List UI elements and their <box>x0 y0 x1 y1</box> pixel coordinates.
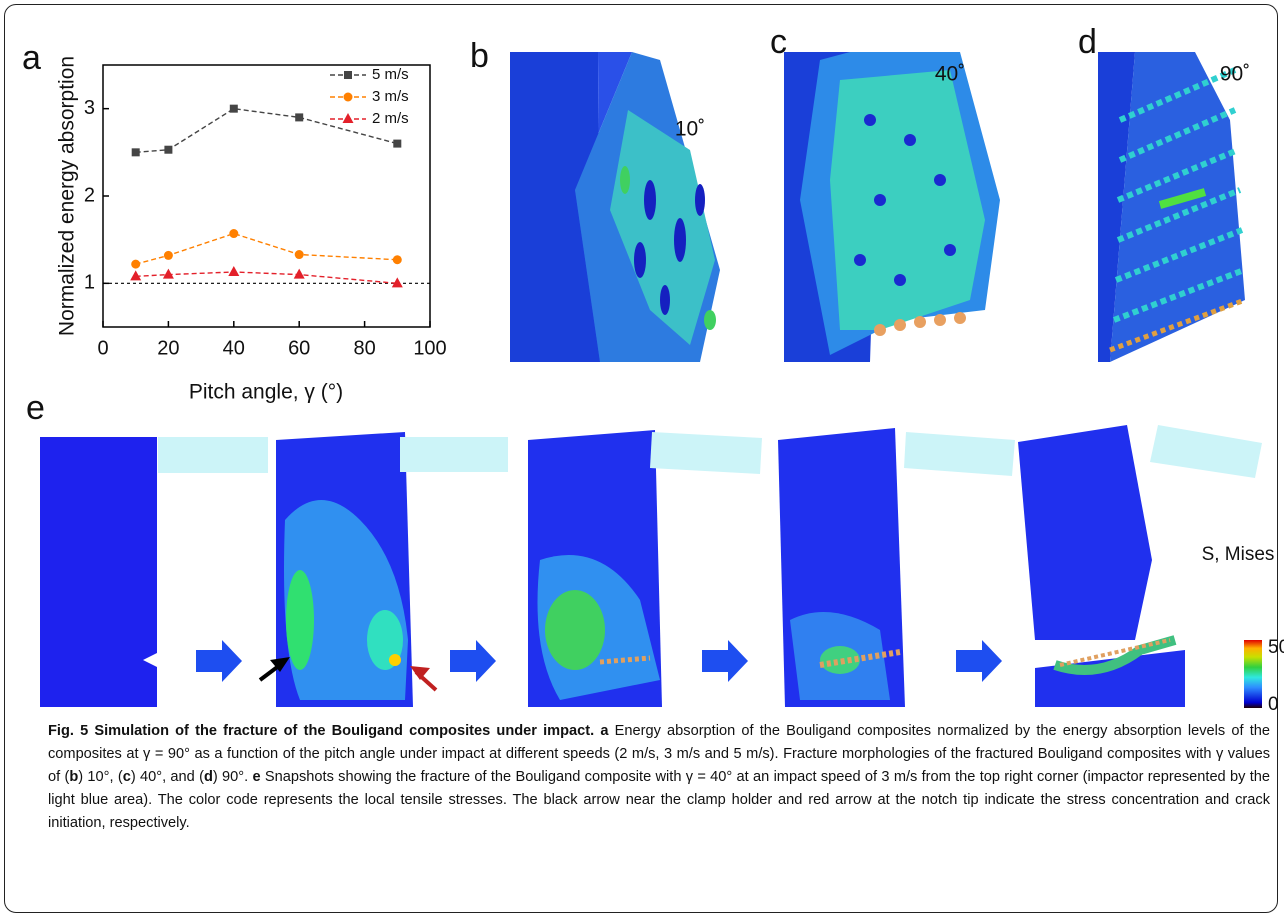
caption-segment: Fig. 5 Simulation of the fracture of the… <box>48 723 595 739</box>
x-tick-label: 0 <box>97 337 108 359</box>
panel-c-image <box>784 52 1000 362</box>
angle-label: 10˚ <box>675 118 705 141</box>
panel-e-images <box>40 425 1262 708</box>
legend-label: 5 m/s <box>372 66 409 83</box>
caption-segment: ) 10°, ( <box>78 769 123 785</box>
angle-label: 40˚ <box>935 63 965 86</box>
marker <box>392 255 402 265</box>
colorbar-max: 50 <box>1268 637 1284 658</box>
caption-segment: ) 40°, and ( <box>130 769 204 785</box>
marker <box>131 259 141 269</box>
angle-label: 90˚ <box>1220 63 1250 86</box>
x-tick-label: 60 <box>288 337 310 359</box>
legend-label: 3 m/s <box>372 88 409 105</box>
y-tick-label: 3 <box>84 97 95 119</box>
marker <box>130 270 142 281</box>
caption-segment: c <box>122 769 131 785</box>
series-line <box>135 271 398 285</box>
panel-d-image <box>1098 52 1246 362</box>
marker <box>295 113 304 122</box>
marker <box>342 113 354 123</box>
marker <box>343 92 353 102</box>
marker <box>229 104 238 113</box>
series-line <box>135 107 398 154</box>
legend-label: 2 m/s <box>372 110 409 127</box>
marker <box>131 148 140 157</box>
marker <box>164 145 173 154</box>
caption-segment: ) 90°. <box>212 769 253 785</box>
marker <box>228 265 240 276</box>
marker <box>344 71 352 79</box>
panel-label: b <box>470 37 489 75</box>
figure-border <box>4 4 1278 913</box>
panel-label: c <box>770 23 787 61</box>
caption-segment: Energy absorption of the Bouligand compo… <box>48 723 1270 785</box>
x-tick-label: 80 <box>353 337 375 359</box>
panel-label: e <box>26 389 45 427</box>
colorbar-title: S, Mises <box>1202 544 1275 565</box>
y-tick-label: 1 <box>84 272 95 294</box>
panel-b-image <box>510 52 720 362</box>
y-axis-label: Normalized energy absorption <box>56 56 79 336</box>
caption-segment: a <box>594 723 609 739</box>
marker <box>293 268 305 279</box>
marker <box>162 268 174 279</box>
caption-segment: d <box>203 769 213 785</box>
x-tick-label: 40 <box>223 337 245 359</box>
caption-segment: Snapshots showing the fracture of the Bo… <box>48 769 1270 831</box>
x-tick-label: 20 <box>157 337 179 359</box>
y-tick-label: 2 <box>84 184 95 206</box>
panel-label: d <box>1078 23 1097 61</box>
caption-segment: e <box>252 769 261 785</box>
series-line <box>135 232 398 265</box>
x-axis-label: Pitch angle, γ (°) <box>189 381 343 404</box>
marker <box>229 229 239 239</box>
marker <box>163 250 173 260</box>
marker <box>391 277 403 288</box>
caption: Fig. 5 Simulation of the fracture of the… <box>48 720 1270 835</box>
caption-segment: b <box>69 769 79 785</box>
colorbar-min: 0 <box>1268 694 1279 715</box>
marker <box>294 250 304 260</box>
x-tick-label: 100 <box>413 337 446 359</box>
marker <box>393 139 402 148</box>
panel-label: a <box>22 39 41 77</box>
